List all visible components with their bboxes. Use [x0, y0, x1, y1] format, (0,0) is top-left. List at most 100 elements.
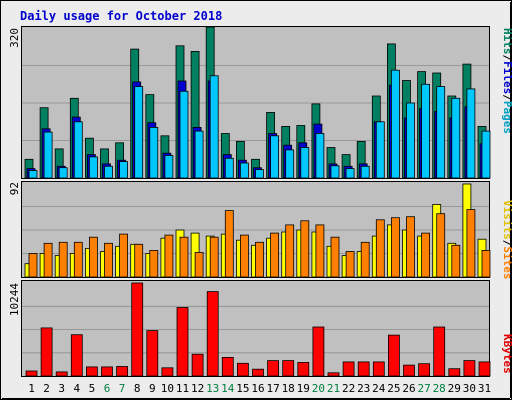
sites-bar [345, 251, 355, 278]
day-label: 21 [327, 382, 340, 395]
sites-bar [89, 236, 98, 278]
sites-bar [149, 249, 159, 278]
kbytes-bar [252, 368, 264, 377]
kbytes-bar [403, 364, 415, 377]
visits-axis-max: 92 [8, 182, 21, 195]
sites-bar [285, 224, 295, 278]
pages-bar [28, 170, 38, 179]
pages-bar [209, 75, 219, 179]
kbytes-bar [206, 291, 219, 377]
day-label: 9 [149, 382, 156, 395]
day-label: 1 [28, 382, 35, 395]
kbytes-bar [372, 361, 385, 377]
sites-bar [255, 241, 264, 278]
day-labels: 1 2 3 4 5 6 7 8 9 10 11 12 13 14 15 16 17 18 19 20 21 22 23 24 2… [28, 382, 491, 395]
kbytes-bar [387, 334, 400, 377]
sites-bar [270, 232, 280, 278]
legend-hits-panel: Hits/Files/Pages [501, 28, 512, 134]
bars [24, 26, 491, 377]
sites-bar [164, 234, 174, 278]
pages-bar [239, 162, 249, 179]
day-label: 12 [191, 382, 204, 395]
kbytes-axis-max: 10244 [8, 283, 21, 316]
legend-separator: / [501, 240, 512, 247]
kbytes-bar [131, 282, 144, 377]
kbytes-bar [101, 366, 113, 377]
day-label: 19 [297, 382, 310, 395]
sites-bar [28, 253, 38, 278]
kbytes-bar [191, 353, 204, 377]
kbytes-bar [327, 372, 340, 377]
pages-bar [194, 130, 204, 179]
pages-bar [300, 147, 310, 179]
pages-bar [164, 155, 174, 179]
sites-bar [209, 236, 219, 278]
day-label: 7 [119, 382, 126, 395]
pages-bar [43, 131, 53, 179]
sites-bar [119, 233, 128, 278]
sites-bar [224, 210, 234, 278]
kbytes-bar [357, 361, 370, 377]
day-label: 14 [221, 382, 235, 395]
pages-bar [390, 69, 400, 179]
sites-bar [194, 252, 204, 278]
kbytes-bar [463, 360, 476, 377]
day-label: 2 [43, 382, 50, 395]
sites-bar [73, 241, 83, 278]
pages-bar [406, 102, 415, 179]
legend-separator: / [501, 55, 512, 62]
sites-bar [330, 236, 340, 278]
kbytes-bar [282, 360, 295, 377]
kbytes-bar [478, 361, 491, 377]
sites-bar [375, 219, 385, 278]
pages-bar [451, 97, 461, 179]
sites-bar [436, 213, 446, 278]
kbytes-bar [267, 360, 280, 377]
legend-pages: Pages [501, 101, 512, 134]
legend-hits: Hits [501, 28, 512, 55]
legend-files: Files [501, 61, 512, 94]
sites-bar [421, 232, 431, 278]
panel-kbytes [21, 280, 490, 377]
legend-sites: Sites [501, 246, 512, 279]
kbytes-bar [433, 326, 446, 377]
pages-bar [89, 156, 98, 179]
kbytes-bar [116, 366, 128, 377]
pages-bar [149, 127, 159, 179]
sites-bar [390, 217, 400, 278]
pages-bar [360, 165, 370, 179]
sites-bar [360, 241, 370, 278]
sites-bar [104, 242, 113, 278]
kbytes-bar [418, 363, 431, 377]
pages-bar [104, 165, 113, 179]
day-label: 30 [463, 382, 476, 395]
sites-bar [239, 234, 249, 278]
sites-bar [58, 241, 68, 278]
day-label: 23 [357, 382, 370, 395]
kbytes-bar [146, 330, 159, 377]
day-label: 10 [161, 382, 174, 395]
pages-bar [375, 121, 385, 179]
day-label: 25 [387, 382, 400, 395]
pages-bar [285, 149, 295, 179]
day-label: 5 [89, 382, 96, 395]
sites-bar [466, 209, 476, 278]
day-label: 16 [251, 382, 264, 395]
day-label: 26 [402, 382, 415, 395]
sites-bar [179, 236, 189, 278]
day-label: 17 [266, 382, 279, 395]
pages-bar [315, 133, 325, 179]
kbytes-bar [161, 367, 174, 377]
pages-bar [481, 130, 491, 179]
pages-bar [119, 161, 128, 179]
day-label: 4 [73, 382, 80, 395]
kbytes-bar [25, 370, 38, 377]
sites-bar [451, 244, 461, 278]
pages-bar [466, 88, 476, 179]
pages-bar [255, 169, 264, 179]
day-label: 22 [342, 382, 355, 395]
day-label: 24 [372, 382, 386, 395]
chart-title: Daily usage for October 2018 [20, 9, 222, 23]
grid-lines [22, 65, 489, 354]
